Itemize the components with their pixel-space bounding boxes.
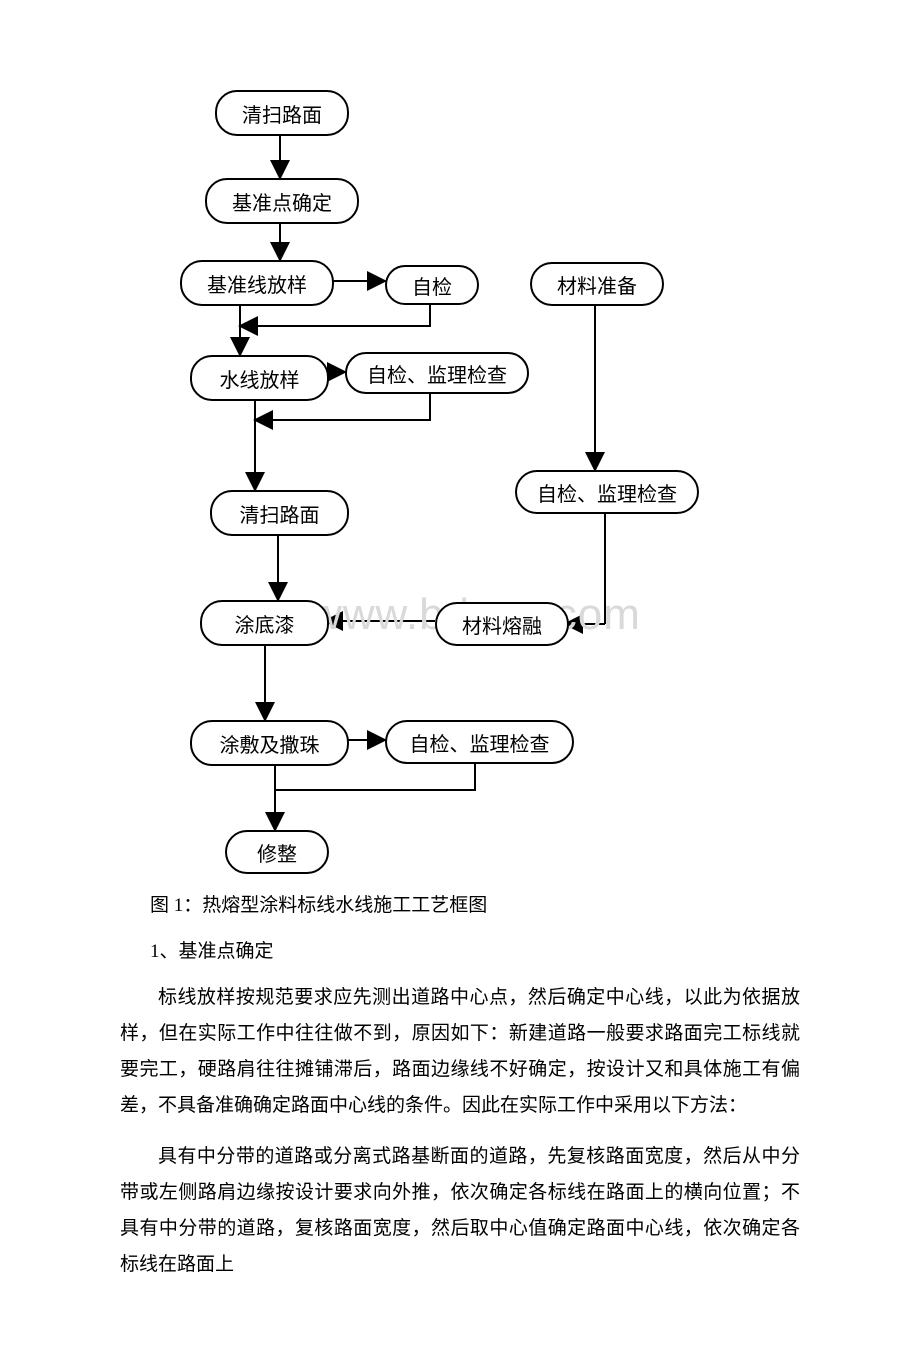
paragraph-2: 具有中分带的道路或分离式路基断面的道路，先复核路面宽度，然后从中分带或左侧路肩边… (120, 1139, 800, 1283)
flow-node-n10: 涂底漆 (200, 600, 329, 646)
flow-node-n14: 修整 (225, 830, 329, 874)
flow-node-n1: 清扫路面 (215, 90, 349, 136)
flow-node-n8: 自检、监理检查 (515, 470, 699, 514)
flow-node-n11: 材料熔融 (435, 602, 569, 646)
flow-node-n2: 基准点确定 (205, 178, 359, 224)
flow-node-n13: 自检、监理检查 (385, 720, 574, 764)
flow-node-n3: 基准线放样 (180, 260, 334, 306)
flow-node-n6: 水线放样 (190, 355, 329, 401)
flowchart-container: www.bdocx.com 清扫路面基准点确定基准线放样自检材料准备水线放样自检… (160, 90, 720, 870)
figure-caption: 图 1：热熔型涂料标线水线施工工艺框图 (150, 888, 800, 924)
flow-node-n4: 自检 (385, 265, 479, 305)
paragraph-1: 标线放样按规范要求应先测出道路中心点，然后确定中心线，以此为依据放样，但在实际工… (120, 980, 800, 1124)
flow-node-n9: 清扫路面 (210, 490, 349, 536)
flow-node-n12: 涂敷及撒珠 (190, 720, 349, 766)
flow-node-n7: 自检、监理检查 (345, 352, 529, 394)
flow-node-n5: 材料准备 (530, 262, 664, 306)
section-heading: 1、基准点确定 (150, 934, 800, 970)
